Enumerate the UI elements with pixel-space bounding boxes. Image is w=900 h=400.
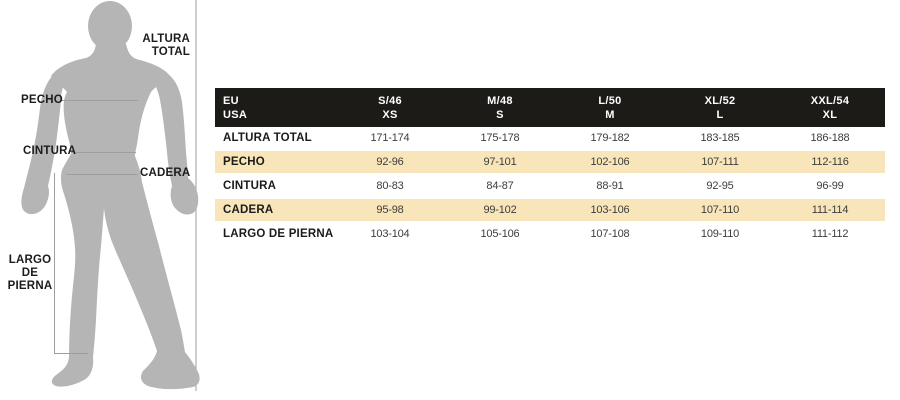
size-eu: M/48 — [487, 94, 513, 107]
size-eu: L/50 — [598, 94, 622, 107]
silhouette-right-arm — [152, 74, 199, 215]
measure-label-cell: PECHO — [215, 150, 335, 175]
size-usa: XL — [822, 108, 838, 121]
table-row-largo-de-pierna: LARGO DE PIERNA 103-104 105-106 107-108 … — [215, 222, 885, 247]
size-value-cell: 183-185 — [665, 127, 775, 151]
size-value-cell: 186-188 — [775, 127, 885, 151]
header-size-col: XXL/54 XL — [775, 88, 885, 127]
size-usa: XS — [382, 108, 398, 121]
size-table: EU USA S/46 XS M/48 S L/50 M XL/52 L — [215, 88, 885, 247]
size-value-cell: 102-106 — [555, 150, 665, 175]
measure-label-cell: LARGO DE PIERNA — [215, 222, 335, 247]
table-row-cintura: CINTURA 80-83 84-87 88-91 92-95 96-99 — [215, 174, 885, 199]
header-region-cell: EU USA — [215, 88, 335, 127]
size-value-cell: 103-106 — [555, 198, 665, 223]
size-value-cell: 99-102 — [445, 198, 555, 223]
largo-de-pierna-measure-line — [54, 173, 88, 354]
header-usa-label: USA — [223, 108, 248, 121]
size-value-cell: 109-110 — [665, 222, 775, 247]
size-value-cell: 92-95 — [665, 174, 775, 199]
size-eu: S/46 — [378, 94, 402, 107]
header-eu-label: EU — [223, 94, 239, 107]
size-eu: XL/52 — [704, 94, 736, 107]
body-measurement-figure: ALTURA TOTAL PECHO CINTURA CADERA LARGO … — [0, 0, 220, 400]
header-size-col: XL/52 L — [665, 88, 775, 127]
table-row-altura-total: ALTURA TOTAL 171-174 175-178 179-182 183… — [215, 127, 885, 151]
size-value-cell: 80-83 — [335, 174, 445, 199]
size-eu: XXL/54 — [810, 94, 850, 107]
measure-label-cell: CADERA — [215, 198, 335, 223]
label-largo-de-pierna: LARGO DE PIERNA — [7, 254, 53, 292]
size-value-cell: 179-182 — [555, 127, 665, 151]
size-table-body: ALTURA TOTAL 171-174 175-178 179-182 183… — [215, 127, 885, 247]
table-row-cadera: CADERA 95-98 99-102 103-106 107-110 111-… — [215, 198, 885, 223]
measure-label-cell: ALTURA TOTAL — [215, 127, 335, 151]
size-value-cell: 171-174 — [335, 127, 445, 151]
header-size-col: M/48 S — [445, 88, 555, 127]
size-value-cell: 95-98 — [335, 198, 445, 223]
size-value-cell: 112-116 — [775, 150, 885, 175]
size-value-cell: 88-91 — [555, 174, 665, 199]
size-value-cell: 105-106 — [445, 222, 555, 247]
size-value-cell: 107-108 — [555, 222, 665, 247]
silhouette-left-arm — [21, 74, 66, 215]
label-cintura: CINTURA — [23, 145, 77, 157]
size-value-cell: 103-104 — [335, 222, 445, 247]
label-pecho: PECHO — [21, 94, 63, 106]
header-size-col: L/50 M — [555, 88, 665, 127]
size-value-cell: 111-112 — [775, 222, 885, 247]
size-value-cell: 92-96 — [335, 150, 445, 175]
silhouette-body — [51, 44, 200, 390]
size-value-cell: 96-99 — [775, 174, 885, 199]
size-table-header: EU USA S/46 XS M/48 S L/50 M XL/52 L — [215, 88, 885, 127]
label-cadera: CADERA — [140, 167, 191, 179]
header-size-col: S/46 XS — [335, 88, 445, 127]
male-silhouette-graphic — [21, 0, 200, 391]
silhouette-head — [88, 1, 132, 51]
size-value-cell: 97-101 — [445, 150, 555, 175]
measure-label-cell: CINTURA — [215, 174, 335, 199]
size-usa: S — [496, 108, 504, 121]
size-value-cell: 84-87 — [445, 174, 555, 199]
label-altura-total: ALTURA TOTAL — [142, 33, 190, 58]
size-value-cell: 107-110 — [665, 198, 775, 223]
header-row: EU USA S/46 XS M/48 S L/50 M XL/52 L — [215, 88, 885, 127]
size-value-cell: 175-178 — [445, 127, 555, 151]
size-value-cell: 111-114 — [775, 198, 885, 223]
size-usa: M — [605, 108, 615, 121]
table-row-pecho: PECHO 92-96 97-101 102-106 107-111 112-1… — [215, 150, 885, 175]
size-value-cell: 107-111 — [665, 150, 775, 175]
size-usa: L — [716, 108, 724, 121]
